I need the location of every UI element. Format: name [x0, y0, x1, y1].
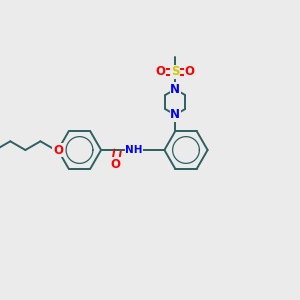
Text: N: N	[170, 83, 180, 96]
Text: O: O	[184, 65, 195, 78]
Text: NH: NH	[125, 145, 143, 155]
Text: O: O	[53, 143, 63, 157]
Text: N: N	[170, 108, 180, 121]
Text: O: O	[156, 65, 166, 78]
Text: S: S	[171, 65, 179, 78]
Text: O: O	[110, 158, 120, 171]
